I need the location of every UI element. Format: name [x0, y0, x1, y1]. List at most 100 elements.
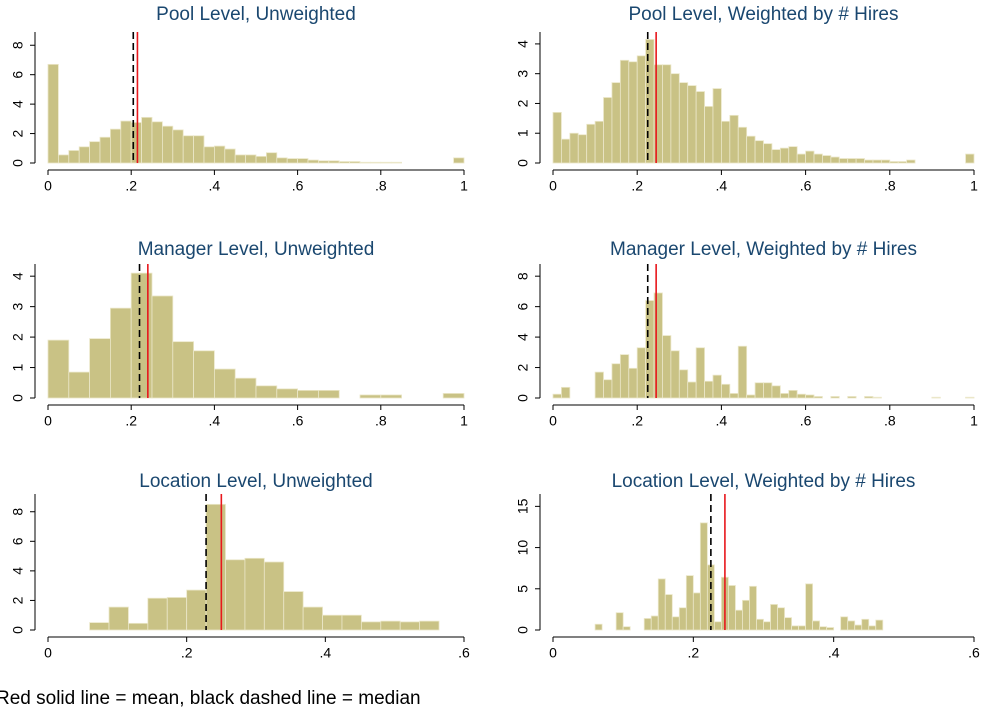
bar [611, 82, 621, 164]
bar [855, 158, 865, 164]
bar [120, 120, 132, 164]
x-tick-label: 1 [970, 178, 978, 194]
y-tick-label: 4 [10, 272, 26, 280]
bar [297, 389, 319, 399]
x-tick-label: .8 [884, 413, 896, 429]
bar [603, 97, 613, 164]
bar [805, 394, 815, 399]
bar [89, 622, 110, 631]
bar [128, 622, 149, 631]
bar [234, 377, 257, 399]
y-tick-label: 4 [10, 100, 26, 108]
bar [965, 153, 975, 164]
x-tick-label: 1 [460, 413, 468, 429]
bar [838, 158, 849, 164]
bar [78, 146, 90, 164]
bar [830, 396, 840, 399]
bar [58, 154, 70, 164]
bar [737, 345, 748, 399]
bar [713, 621, 722, 631]
bar [619, 354, 630, 399]
bar [263, 561, 285, 631]
bar [756, 618, 764, 631]
y-tick-label: 2 [10, 596, 26, 604]
bar [662, 64, 672, 164]
bar [805, 583, 814, 631]
bar [779, 147, 790, 164]
bar [89, 141, 101, 164]
bar [965, 396, 975, 399]
bar [594, 120, 604, 164]
bar [847, 158, 857, 164]
bar [619, 59, 630, 164]
bar [784, 617, 792, 631]
bar [678, 369, 689, 399]
bar [205, 503, 226, 631]
x-tick-label: .6 [800, 178, 812, 194]
bar [645, 300, 655, 399]
y-tick-label: 8 [515, 272, 531, 280]
bar [754, 382, 764, 399]
bar [611, 363, 621, 399]
y-tick-label: 3 [10, 303, 26, 311]
bar [771, 385, 781, 399]
bar [224, 148, 236, 164]
bar [265, 152, 278, 164]
x-tick-label: .8 [375, 413, 387, 429]
x-tick-label: 0 [44, 178, 52, 194]
bar [561, 386, 571, 399]
bar [704, 380, 714, 399]
x-tick-label: .8 [375, 178, 387, 194]
y-tick-label: 6 [10, 71, 26, 79]
bar [286, 158, 299, 164]
bar [653, 292, 663, 399]
bar [728, 585, 736, 631]
bar [889, 161, 899, 164]
y-tick-label: 6 [515, 303, 531, 311]
bar [283, 591, 304, 631]
y-tick-label: 3 [515, 70, 531, 78]
bar [172, 129, 184, 164]
bar [830, 156, 840, 164]
bar [390, 161, 403, 164]
bar [650, 615, 659, 631]
bar [897, 161, 908, 164]
x-tick-label: .6 [968, 645, 980, 661]
bar [670, 350, 680, 399]
caption: Red solid line = mean, black dashed line… [0, 688, 421, 709]
bar [561, 138, 571, 164]
bar [399, 621, 421, 631]
bar [657, 578, 666, 631]
bar [360, 621, 382, 631]
bar [729, 114, 739, 164]
bar [172, 341, 195, 399]
y-tick-label: 2 [10, 333, 26, 341]
bar [276, 157, 288, 164]
bar [307, 159, 319, 164]
bar [880, 159, 891, 164]
y-tick-label: 8 [10, 508, 26, 516]
bar [594, 623, 603, 631]
bar [678, 82, 689, 164]
bar [328, 160, 340, 164]
bar [615, 612, 624, 631]
bar [695, 347, 705, 399]
bar [796, 393, 806, 399]
x-tick-label: 0 [44, 645, 52, 661]
panel-title: Manager Level, Weighted by # Hires [610, 239, 917, 260]
x-tick-label: 0 [549, 178, 557, 194]
bar [636, 55, 647, 164]
x-tick-label: .2 [631, 178, 643, 194]
x-tick-label: 0 [549, 413, 557, 429]
bar [161, 125, 174, 164]
bar [729, 393, 739, 399]
bar [317, 389, 340, 399]
bar [453, 157, 465, 164]
bar [594, 371, 604, 399]
bar [670, 73, 680, 164]
bar [68, 150, 80, 164]
bar [297, 158, 309, 164]
bar [380, 620, 401, 631]
bar [864, 396, 874, 399]
y-tick-label: 0 [515, 394, 531, 402]
